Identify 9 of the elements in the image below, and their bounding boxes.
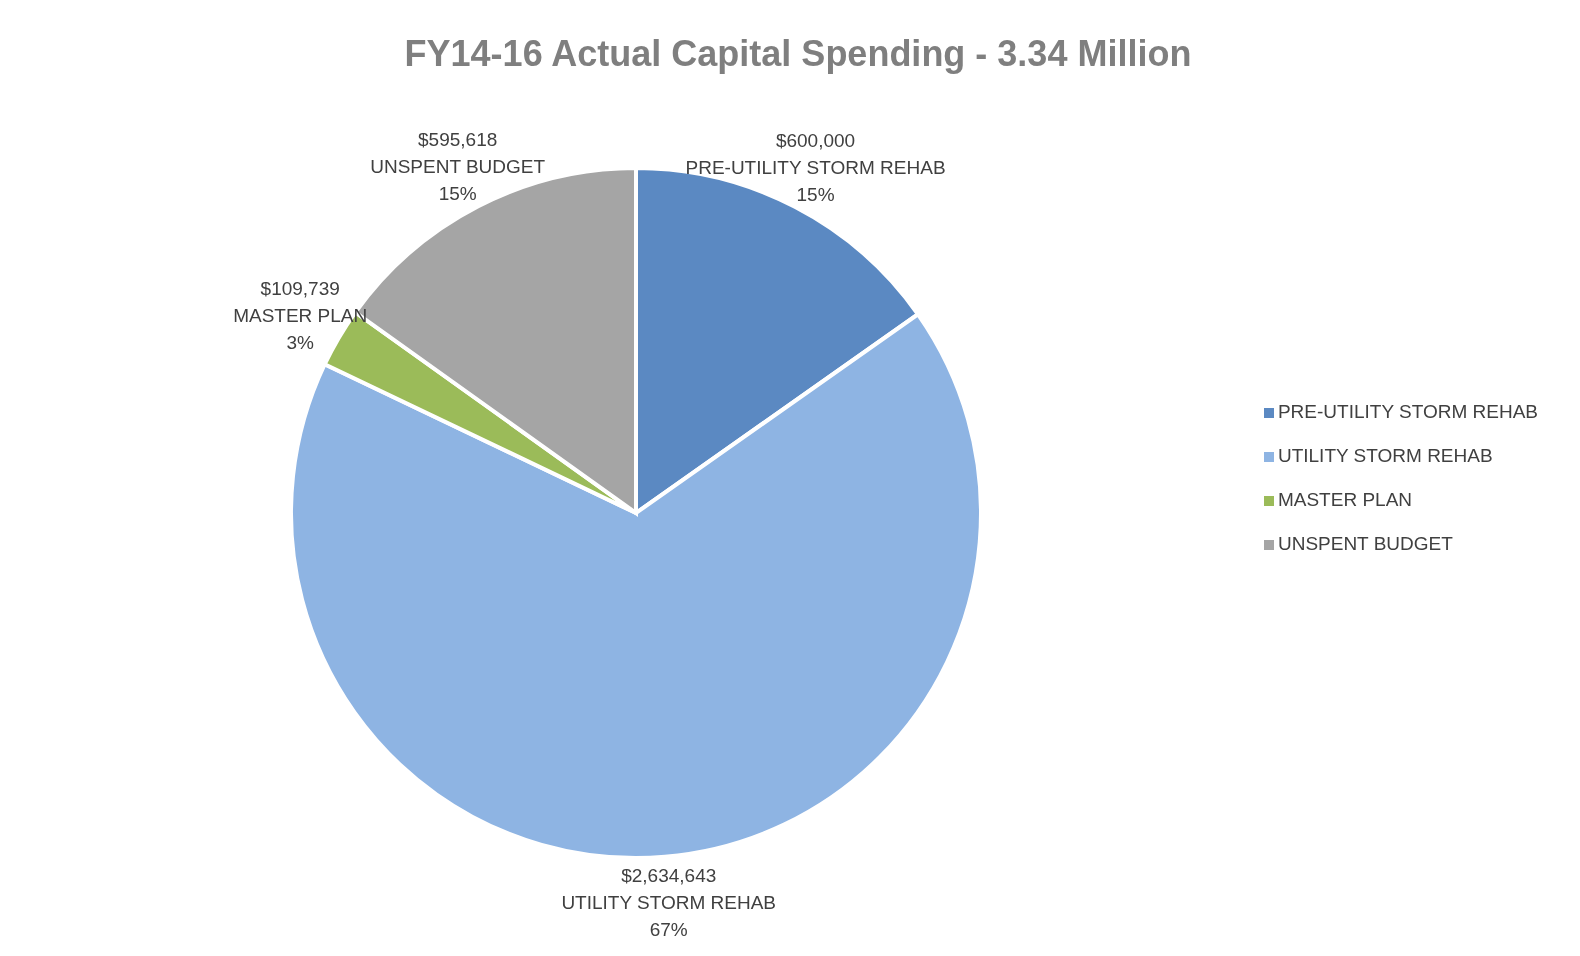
data-label: $600,000 PRE-UTILITY STORM REHAB 15% [685,129,946,205]
data-label: $109,739 MASTER PLAN 3% [233,277,368,353]
data-label: $2,634,643 UTILITY STORM REHAB 67% [561,864,777,940]
legend-label: PRE-UTILITY STORM REHAB [1277,401,1538,422]
legend-label: UTILITY STORM REHAB [1277,445,1493,466]
chart-title: FY14-16 Actual Capital Spending - 3.34 Million [404,32,1192,74]
data-label: $595,618 UNSPENT BUDGET 15% [370,128,546,204]
legend-label: UNSPENT BUDGET [1277,533,1453,554]
legend-label: MASTER PLAN [1277,489,1413,510]
